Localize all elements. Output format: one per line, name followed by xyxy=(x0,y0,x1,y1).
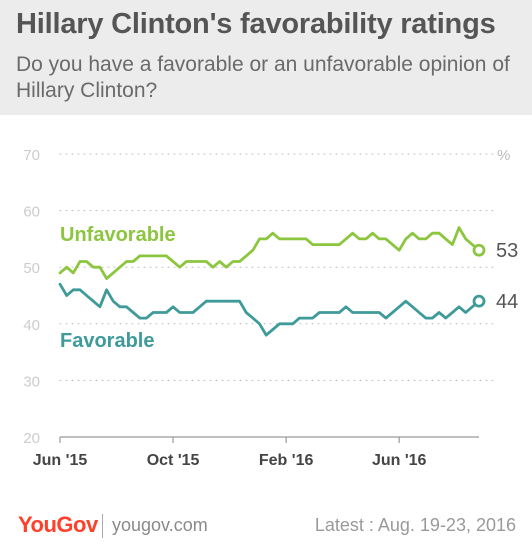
unit-label: % xyxy=(497,147,510,164)
x-tick-label: Feb '16 xyxy=(259,452,314,469)
favorable-end-marker xyxy=(472,294,486,308)
x-tick-label: Oct '15 xyxy=(147,452,200,469)
footer-divider xyxy=(102,514,103,538)
unfavorable-line xyxy=(58,226,481,280)
site-link[interactable]: yougov.com xyxy=(112,515,208,535)
chart-header: Hillary Clinton's favorability ratings D… xyxy=(0,0,532,115)
series-lines: 53 44 xyxy=(58,226,518,337)
y-tick-label: 50 xyxy=(23,260,40,277)
chart-footer: YouGov yougov.com Latest : Aug. 19-23, 2… xyxy=(0,502,532,546)
unfavorable-series-label: Unfavorable xyxy=(60,224,176,246)
series-labels: Unfavorable Favorable xyxy=(60,224,176,352)
chart-subtitle: Do you have a favorable or an unfavorabl… xyxy=(16,53,510,102)
favorable-series-label: Favorable xyxy=(60,330,154,352)
y-tick-label: 30 xyxy=(23,373,40,390)
favorable-line xyxy=(58,282,481,337)
y-tick-label: 60 xyxy=(23,204,40,221)
unfavorable-end-value: 53 xyxy=(496,240,518,262)
x-axis: Jun '15 Oct '15 Feb '16 Jun '16 xyxy=(33,436,479,469)
grid-lines xyxy=(59,153,495,381)
x-tick-label: Jun '16 xyxy=(372,452,427,469)
unfavorable-end-marker xyxy=(472,243,486,257)
y-tick-label: 40 xyxy=(23,317,40,334)
y-tick-label: 70 xyxy=(23,147,40,164)
yougov-logo: YouGov xyxy=(18,512,98,537)
favorable-end-value: 44 xyxy=(496,291,518,313)
x-tick-label: Jun '15 xyxy=(33,452,88,469)
y-tick-label: 20 xyxy=(23,430,40,447)
latest-date: Latest : Aug. 19-23, 2016 xyxy=(314,515,516,535)
y-axis-labels: 20 30 40 50 60 70 xyxy=(23,147,40,447)
chart-title: Hillary Clinton's favorability ratings xyxy=(16,8,496,40)
